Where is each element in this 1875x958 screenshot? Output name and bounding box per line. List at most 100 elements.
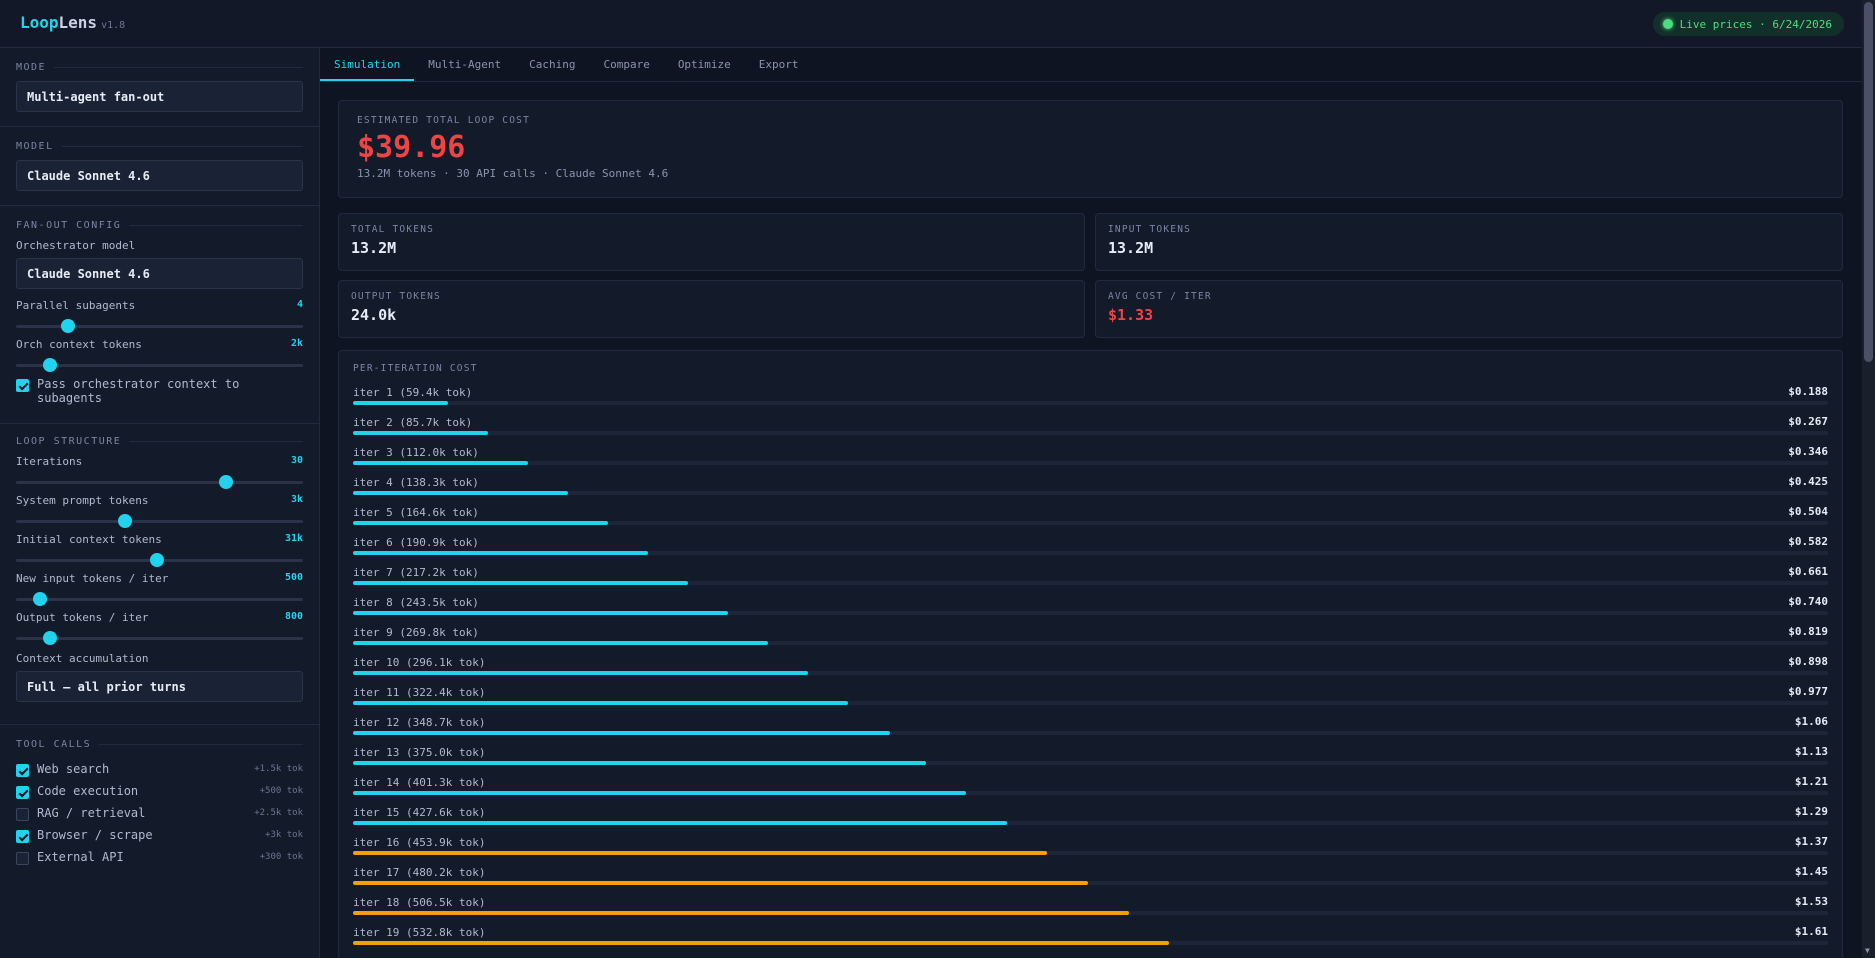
output-tokens-slider[interactable]: [16, 631, 303, 645]
iteration-bar-track: [353, 821, 1828, 825]
fanout-section-title: FAN-OUT CONFIG: [16, 220, 303, 231]
initial-context-label: Initial context tokens: [16, 533, 162, 546]
tab-simulation[interactable]: Simulation: [320, 48, 415, 81]
tool-checkbox[interactable]: [16, 851, 29, 865]
orch-context-value: 2k: [290, 338, 303, 349]
new-input-slider[interactable]: [16, 592, 303, 606]
parallel-subagents-slider[interactable]: [16, 319, 303, 333]
iteration-label: iter 18 (506.5k tok): [353, 896, 486, 909]
iteration-bar: [353, 461, 529, 465]
output-tokens-slider-handle[interactable]: [43, 631, 58, 645]
input-tokens-value: 13.2M: [1108, 239, 1154, 257]
iteration-row: iter 17 (480.2k tok) $1.45: [353, 865, 1828, 895]
model-select[interactable]: Claude Sonnet 4.6: [16, 160, 303, 191]
iteration-bar: [353, 611, 729, 615]
iteration-cost: $0.740: [1788, 595, 1828, 608]
initial-context-slider-handle[interactable]: [149, 553, 164, 567]
parallel-subagents-slider-handle[interactable]: [60, 319, 75, 333]
iterations-label: Iterations: [16, 455, 83, 468]
iteration-bar: [353, 521, 609, 525]
orch-context-slider[interactable]: [16, 358, 303, 372]
iteration-cost: $1.45: [1794, 865, 1828, 878]
iteration-label: iter 13 (375.0k tok): [353, 746, 486, 759]
tool-checkbox[interactable]: [16, 763, 29, 777]
iteration-row: iter 19 (532.8k tok) $1.61: [353, 925, 1828, 955]
tool-name: Code execution: [37, 784, 139, 798]
tool-row[interactable]: External API +300 tok: [16, 846, 303, 868]
iteration-bar: [353, 671, 809, 675]
tool-checkbox[interactable]: [16, 829, 29, 843]
tool-row[interactable]: RAG / retrieval +2.5k tok: [16, 802, 303, 824]
model-section: MODEL Claude Sonnet 4.6: [0, 127, 319, 206]
system-prompt-slider-handle[interactable]: [118, 514, 133, 528]
tool-list: Web search +1.5k tok Code execution +500 to…: [16, 758, 303, 868]
sidebar: MODE Multi-agent fan-out MODEL Claude So…: [0, 48, 320, 958]
iteration-cost: $0.504: [1788, 505, 1828, 518]
tab-multi-agent[interactable]: Multi-Agent: [428, 58, 502, 71]
system-prompt-slider[interactable]: [16, 514, 303, 528]
tool-row[interactable]: Web search +1.5k tok: [16, 758, 303, 780]
iteration-bar: [353, 761, 926, 765]
iteration-cost: $1.53: [1794, 895, 1828, 908]
mode-section-title: MODE: [16, 62, 303, 73]
system-prompt-control: System prompt tokens 3k: [16, 494, 303, 528]
iterations-slider-handle[interactable]: [218, 475, 233, 489]
scrollbar-thumb[interactable]: [1864, 2, 1873, 362]
iteration-label: iter 4 (138.3k tok): [353, 476, 479, 489]
iteration-cost: $0.188: [1788, 385, 1828, 398]
iteration-bar-track: [353, 701, 1828, 705]
mode-section: MODE Multi-agent fan-out: [0, 48, 319, 127]
initial-context-slider[interactable]: [16, 553, 303, 567]
tool-name: External API: [37, 850, 124, 864]
version-label: v1.8: [101, 20, 126, 31]
page-scrollbar[interactable]: ▼: [1862, 0, 1875, 958]
tab-optimize[interactable]: Optimize: [677, 58, 731, 71]
iterations-slider[interactable]: [16, 475, 303, 489]
new-input-control: New input tokens / iter 500: [16, 572, 303, 606]
iteration-row: iter 9 (269.8k tok) $0.819: [353, 625, 1828, 655]
iteration-label: iter 11 (322.4k tok): [353, 686, 486, 699]
tool-name: Browser / scrape: [37, 828, 153, 842]
tab-caching[interactable]: Caching: [529, 58, 576, 71]
tool-token-cost: +500 tok: [259, 786, 303, 796]
fanout-section: FAN-OUT CONFIG Orchestrator model Claude…: [0, 206, 319, 424]
scroll-down-arrow-icon[interactable]: ▼: [1865, 946, 1870, 955]
iteration-label: iter 12 (348.7k tok): [353, 716, 486, 729]
orch-context-slider-handle[interactable]: [43, 358, 58, 372]
new-input-slider-handle[interactable]: [33, 592, 48, 606]
pass-context-option[interactable]: Pass orchestrator context to subagents: [16, 377, 303, 405]
tool-row[interactable]: Browser / scrape +3k tok: [16, 824, 303, 846]
iteration-cost: $0.819: [1788, 625, 1828, 638]
parallel-subagents-label: Parallel subagents: [16, 299, 136, 312]
iteration-bar-track: [353, 461, 1828, 465]
iteration-row: iter 11 (322.4k tok) $0.977: [353, 685, 1828, 715]
iteration-row: iter 8 (243.5k tok) $0.740: [353, 595, 1828, 625]
iteration-row: iter 7 (217.2k tok) $0.661: [353, 565, 1828, 595]
iteration-bar: [353, 911, 1129, 915]
iterations-control: Iterations 30: [16, 455, 303, 489]
iteration-bar-track: [353, 401, 1828, 405]
orchestrator-model-select[interactable]: Claude Sonnet 4.6: [16, 258, 303, 289]
pass-context-label: Pass orchestrator context to subagents: [37, 377, 240, 405]
iteration-row: iter 16 (453.9k tok) $1.37: [353, 835, 1828, 865]
iteration-row: iter 2 (85.7k tok) $0.267: [353, 415, 1828, 445]
iteration-label: iter 10 (296.1k tok): [353, 656, 486, 669]
mode-select[interactable]: Multi-agent fan-out: [16, 81, 303, 112]
tab-compare[interactable]: Compare: [603, 58, 650, 71]
per-iteration-card: PER-ITERATION COST iter 1 (59.4k tok) $0.…: [338, 350, 1843, 958]
tab-export[interactable]: Export: [758, 58, 799, 71]
tool-checkbox[interactable]: [16, 785, 29, 799]
model-section-title: MODEL: [16, 141, 303, 152]
system-prompt-label: System prompt tokens: [16, 494, 149, 507]
context-accumulation-select[interactable]: Full — all prior turns: [16, 671, 303, 702]
tool-checkbox[interactable]: [16, 807, 29, 821]
output-tokens-stat-value: 24.0k: [351, 306, 397, 324]
iteration-row: iter 1 (59.4k tok) $0.188: [353, 385, 1828, 415]
iteration-bar-track: [353, 911, 1828, 915]
pass-context-checkbox[interactable]: [16, 379, 29, 392]
iteration-label: iter 2 (85.7k tok): [353, 416, 473, 429]
tool-row[interactable]: Code execution +500 tok: [16, 780, 303, 802]
iteration-bar-track: [353, 581, 1828, 585]
iteration-label: iter 14 (401.3k tok): [353, 776, 486, 789]
initial-context-value: 31k: [284, 533, 303, 544]
